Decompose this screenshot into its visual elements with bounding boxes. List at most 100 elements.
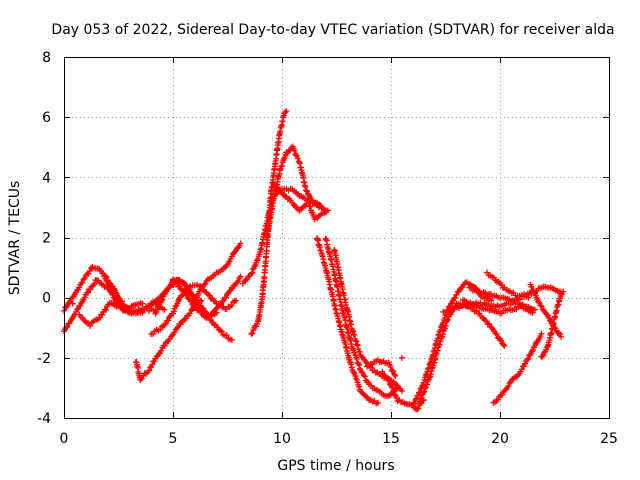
data-marker	[420, 389, 427, 396]
data-marker	[356, 348, 363, 355]
data-marker	[418, 394, 425, 401]
grid	[64, 57, 609, 418]
data-marker	[235, 278, 242, 285]
data-marker	[193, 297, 200, 304]
data-marker	[447, 311, 454, 318]
data-marker	[537, 302, 544, 309]
y-tick-label: 4	[42, 170, 51, 186]
data-marker	[360, 372, 367, 379]
data-marker	[102, 272, 109, 279]
data-marker	[414, 406, 421, 413]
data-marker	[293, 152, 300, 159]
data-marker	[181, 281, 188, 288]
y-tick-label: -4	[37, 411, 51, 427]
data-marker	[103, 306, 110, 313]
data-marker	[86, 267, 93, 274]
x-tick-label: 10	[273, 431, 291, 447]
data-marker	[111, 296, 118, 303]
data-marker	[233, 279, 240, 286]
data-marker	[103, 274, 110, 281]
data-marker	[112, 289, 119, 296]
data-marker	[506, 379, 513, 386]
data-marker	[233, 297, 240, 304]
data-marker	[350, 328, 357, 335]
data-marker	[216, 301, 223, 308]
data-marker	[109, 291, 116, 298]
data-marker	[154, 306, 161, 313]
data-marker	[392, 372, 399, 379]
y-axis-label: SDTVAR / TECUs	[7, 181, 23, 296]
data-marker	[324, 207, 331, 214]
data-marker	[415, 392, 422, 399]
data-marker	[248, 330, 255, 337]
data-marker	[76, 303, 83, 310]
data-marker	[441, 325, 448, 332]
data-marker	[162, 320, 169, 327]
outlier-marker	[69, 300, 76, 307]
y-tick-label: 0	[42, 291, 51, 307]
data-marker	[158, 347, 165, 354]
data-marker	[412, 396, 419, 403]
data-marker	[505, 383, 512, 390]
data-marker	[444, 316, 451, 323]
data-marker	[358, 369, 365, 376]
data-marker	[116, 299, 123, 306]
data-marker	[439, 331, 446, 338]
data-marker	[147, 364, 154, 371]
data-marker	[67, 317, 74, 324]
data-marker	[291, 147, 298, 154]
data-marker	[518, 366, 525, 373]
data-marker	[492, 330, 499, 337]
data-marker	[442, 322, 449, 329]
data-marker	[201, 281, 208, 288]
data-marker	[237, 240, 244, 247]
data-marker	[384, 376, 391, 383]
data-marker	[87, 322, 94, 329]
data-marker	[546, 317, 553, 324]
data-marker	[249, 269, 256, 276]
data-markers	[61, 108, 567, 413]
data-marker	[219, 298, 226, 305]
data-marker	[202, 280, 209, 287]
data-marker	[349, 327, 356, 334]
data-marker	[353, 356, 360, 363]
data-marker	[385, 377, 392, 384]
data-marker	[313, 201, 320, 208]
data-marker	[499, 391, 506, 398]
data-marker	[79, 279, 86, 286]
data-marker	[417, 396, 424, 403]
data-marker	[208, 319, 215, 326]
data-marker	[501, 342, 508, 349]
data-marker	[391, 388, 398, 395]
data-marker	[560, 288, 567, 295]
data-marker	[350, 369, 357, 376]
data-marker	[543, 311, 550, 318]
data-marker	[531, 306, 538, 313]
data-marker	[415, 405, 422, 412]
data-marker	[81, 274, 88, 281]
data-marker	[224, 291, 231, 298]
data-marker	[159, 296, 166, 303]
data-marker	[64, 323, 71, 330]
data-marker	[186, 310, 193, 317]
data-marker	[538, 330, 545, 337]
data-marker	[206, 292, 213, 299]
data-marker	[248, 270, 255, 277]
data-marker	[528, 283, 535, 290]
chart-title: Day 053 of 2022, Sidereal Day-to-day VTE…	[51, 22, 614, 38]
data-marker	[139, 300, 146, 307]
y-tick-label: 8	[42, 50, 51, 66]
data-marker	[226, 287, 233, 294]
data-marker	[374, 399, 381, 406]
outlier-marker	[398, 354, 405, 361]
data-marker	[539, 353, 546, 360]
data-marker	[426, 374, 433, 381]
data-marker	[525, 355, 532, 362]
data-marker	[422, 372, 429, 379]
data-marker	[64, 302, 71, 309]
y-tick-label: 6	[42, 110, 51, 126]
data-marker	[118, 303, 125, 310]
data-marker	[249, 330, 256, 337]
data-marker	[117, 300, 124, 307]
